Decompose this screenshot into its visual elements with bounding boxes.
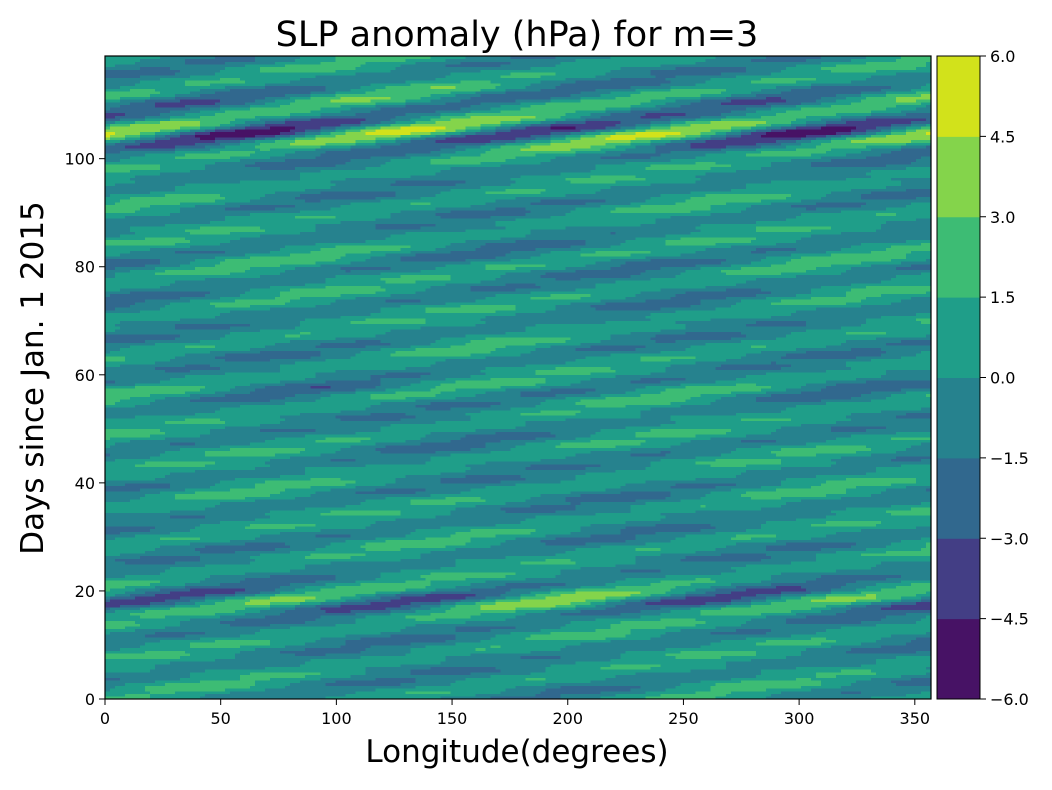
colorbar-tick-label: 6.0 bbox=[990, 47, 1015, 66]
colorbar: −6.0 −4.5 −3.0 −1.5 0.0 1.5 3.0 4.5 6.0 bbox=[937, 47, 1029, 709]
chart-title: SLP anomaly (hPa) for m=3 bbox=[276, 15, 759, 55]
y-tick-label: 80 bbox=[75, 258, 95, 277]
x-tick-label: 350 bbox=[900, 709, 931, 728]
colorbar-segment bbox=[937, 297, 980, 378]
colorbar-tick-label: −1.5 bbox=[990, 449, 1029, 468]
y-tick-label: 40 bbox=[75, 474, 95, 493]
colorbar-segment bbox=[937, 136, 980, 217]
y-tick-label: 0 bbox=[85, 690, 95, 709]
colorbar-segment bbox=[937, 56, 980, 137]
x-tick-label: 0 bbox=[100, 709, 110, 728]
x-axis: 0 50 100 150 200 250 300 350 bbox=[100, 699, 930, 728]
x-tick-label: 100 bbox=[321, 709, 352, 728]
colorbar-segment bbox=[937, 378, 980, 459]
y-axis: 0 20 40 60 80 100 bbox=[64, 150, 105, 709]
colorbar-tick-label: −3.0 bbox=[990, 529, 1029, 548]
colorbar-tick-label: −4.5 bbox=[990, 610, 1029, 629]
colorbar-tick-label: −6.0 bbox=[990, 690, 1029, 709]
colorbar-tick-label: 0.0 bbox=[990, 369, 1015, 388]
contour-field bbox=[105, 56, 931, 699]
plot-area bbox=[105, 56, 931, 699]
colorbar-tick-label: 3.0 bbox=[990, 208, 1015, 227]
colorbar-segment bbox=[937, 217, 980, 298]
colorbar-segment bbox=[937, 458, 980, 539]
x-tick-label: 300 bbox=[784, 709, 815, 728]
y-axis-label: Days since Jan. 1 2015 bbox=[15, 201, 51, 555]
x-axis-label: Longitude(degrees) bbox=[365, 734, 668, 770]
colorbar-tick-label: 1.5 bbox=[990, 288, 1015, 307]
x-tick-label: 250 bbox=[668, 709, 699, 728]
y-tick-label: 100 bbox=[64, 150, 95, 169]
y-tick-label: 20 bbox=[75, 582, 95, 601]
colorbar-segment bbox=[937, 619, 980, 700]
x-tick-label: 150 bbox=[437, 709, 468, 728]
y-tick-label: 60 bbox=[75, 366, 95, 385]
x-tick-label: 200 bbox=[552, 709, 583, 728]
x-tick-label: 50 bbox=[211, 709, 231, 728]
colorbar-segment bbox=[937, 538, 980, 619]
colorbar-tick-label: 4.5 bbox=[990, 127, 1015, 146]
